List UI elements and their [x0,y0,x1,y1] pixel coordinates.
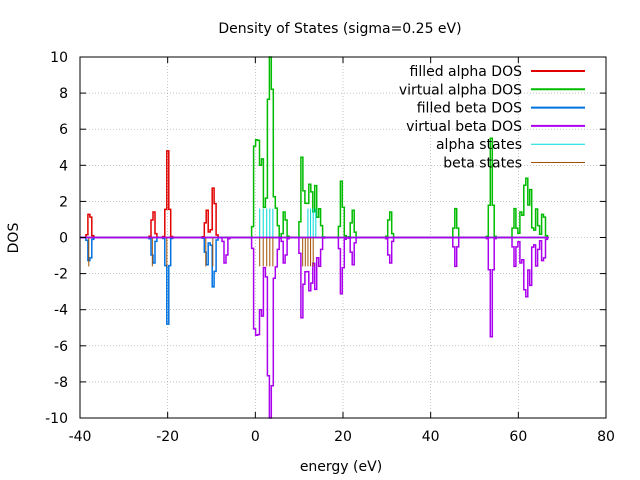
axes [79,56,607,419]
legend-label: virtual alpha DOS [399,82,522,98]
x-tick-label: 80 [597,429,615,445]
x-tick-label: 20 [334,429,352,445]
y-tick-label: -2 [54,267,68,283]
y-tick-label: 0 [59,231,68,247]
legend-label: beta states [443,156,522,172]
x-tick-label: -40 [69,429,92,445]
x-tick-label: -20 [156,429,179,445]
y-tick-label: -8 [54,375,68,391]
legend-label: filled beta DOS [417,101,522,117]
y-tick-label: 4 [59,158,68,174]
x-axis-label: energy (eV) [300,459,382,475]
y-tick-label: -4 [54,303,68,319]
x-tick-label: 0 [251,429,260,445]
x-tick-label: 40 [422,429,440,445]
y-tick-label: -10 [45,411,68,427]
y-tick-label: -6 [54,339,68,355]
chart-title: Density of States (sigma=0.25 eV) [218,21,461,37]
plot-area [80,56,550,419]
y-tick-label: 10 [50,50,68,66]
legend-label: virtual beta DOS [406,119,522,135]
y-tick-label: 6 [59,122,68,138]
legend-label: alpha states [436,137,522,153]
legend: filled alpha DOS virtual alpha DOS filled … [399,64,585,172]
y-tick-label: 8 [59,86,68,102]
y-axis-label: DOS [6,223,22,254]
legend-label: filled alpha DOS [410,64,523,80]
x-tick-label: 60 [509,429,527,445]
y-tick-label: 2 [59,194,68,210]
